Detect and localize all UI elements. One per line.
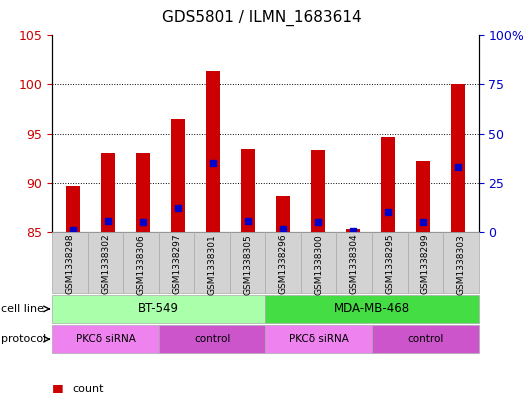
Text: GSM1338295: GSM1338295 (385, 234, 394, 294)
Text: PKCδ siRNA: PKCδ siRNA (76, 334, 135, 344)
Text: MDA-MB-468: MDA-MB-468 (334, 302, 410, 316)
Bar (171, 119, 185, 232)
Text: GSM1338296: GSM1338296 (279, 234, 288, 294)
Bar (276, 195, 290, 232)
Bar (136, 153, 150, 232)
Text: count: count (72, 384, 104, 393)
Text: cell line: cell line (1, 304, 43, 314)
Text: GSM1338298: GSM1338298 (65, 234, 75, 294)
Text: GSM1338303: GSM1338303 (456, 234, 465, 295)
Text: ■: ■ (52, 382, 64, 393)
Text: GSM1338302: GSM1338302 (101, 234, 110, 294)
Bar (451, 84, 464, 232)
Text: GSM1338299: GSM1338299 (421, 234, 430, 294)
Text: GSM1338301: GSM1338301 (208, 234, 217, 295)
Text: PKCδ siRNA: PKCδ siRNA (289, 334, 349, 344)
Bar (206, 71, 220, 232)
Text: BT-549: BT-549 (139, 302, 179, 316)
Text: GSM1338304: GSM1338304 (350, 234, 359, 294)
Text: control: control (194, 334, 230, 344)
Bar (311, 151, 325, 232)
Bar (101, 153, 115, 232)
Bar (346, 229, 360, 232)
Text: GSM1338305: GSM1338305 (243, 234, 252, 295)
Text: protocol: protocol (1, 334, 46, 344)
Bar (381, 136, 395, 232)
Bar (416, 161, 429, 232)
Text: GSM1338300: GSM1338300 (314, 234, 323, 295)
Text: control: control (407, 334, 444, 344)
Text: GSM1338306: GSM1338306 (137, 234, 145, 295)
Text: GSM1338297: GSM1338297 (172, 234, 181, 294)
Text: GDS5801 / ILMN_1683614: GDS5801 / ILMN_1683614 (162, 10, 361, 26)
Bar (66, 185, 80, 232)
Bar (241, 149, 255, 232)
